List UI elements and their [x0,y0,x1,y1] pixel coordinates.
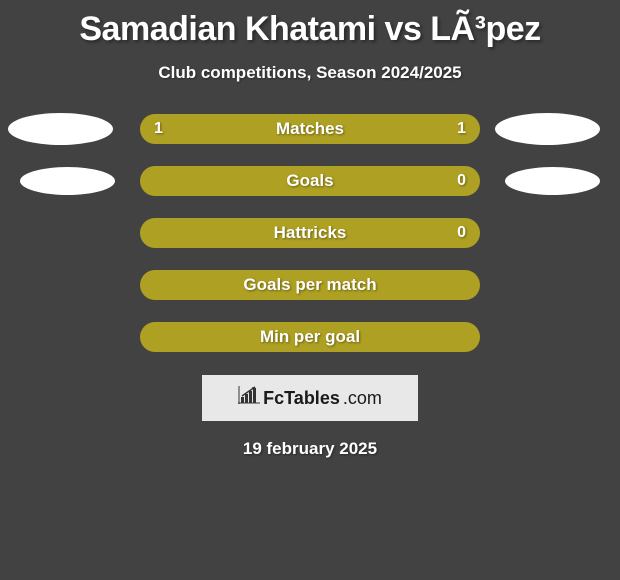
stats-container: 1Matches1Goals0Hattricks0Goals per match… [0,113,620,353]
stat-value-right: 0 [457,224,466,242]
stat-bar: Goals0 [140,166,480,196]
logo-text: FcTables [263,388,340,409]
stat-bar: Goals per match [140,270,480,300]
fctables-logo[interactable]: FcTables.com [238,386,382,410]
stat-row: Min per goal [0,321,620,353]
stat-row: 1Matches1 [0,113,620,145]
stat-value-right: 0 [457,172,466,190]
player-ellipse-right [495,113,600,145]
page-title: Samadian Khatami vs LÃ³pez [0,0,620,49]
stat-bar: 1Matches1 [140,114,480,144]
stat-label: Goals per match [140,275,480,295]
subtitle: Club competitions, Season 2024/2025 [0,63,620,83]
stat-bar: Hattricks0 [140,218,480,248]
stat-value-left: 1 [154,120,163,138]
chart-icon [238,386,260,410]
logo-suffix: .com [343,388,382,409]
logo-container: FcTables.com [202,375,418,421]
stat-label: Min per goal [140,327,480,347]
stat-label: Hattricks [140,223,480,243]
date-text: 19 february 2025 [0,439,620,459]
stat-bar: Min per goal [140,322,480,352]
player-ellipse-right [505,167,600,195]
stat-row: Goals0 [0,165,620,197]
stat-row: Goals per match [0,269,620,301]
stat-value-right: 1 [457,120,466,138]
stat-label: Goals [140,171,480,191]
stat-row: Hattricks0 [0,217,620,249]
player-ellipse-left [20,167,115,195]
player-ellipse-left [8,113,113,145]
stat-label: Matches [140,119,480,139]
